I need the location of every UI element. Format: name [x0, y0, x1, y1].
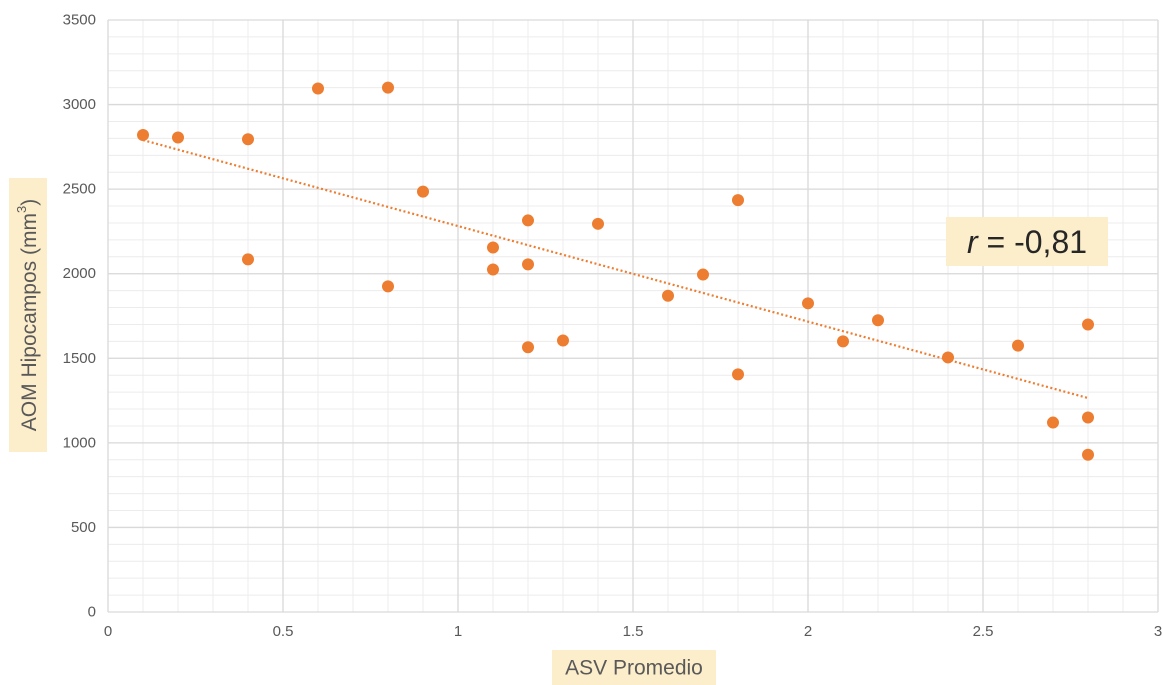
- x-tick-label: 1.5: [623, 623, 644, 640]
- y-tick-label: 1500: [63, 350, 96, 367]
- data-point: [1012, 339, 1024, 352]
- data-point: [382, 280, 394, 293]
- x-tick-label: 0: [104, 623, 112, 640]
- trendline-group: [142, 139, 1089, 400]
- x-axis-ticks: 0 0.5 1 1.5 2 2.5 3: [104, 623, 1162, 640]
- correlation-r-symbol: r: [967, 224, 979, 260]
- data-point: [592, 217, 604, 230]
- y-axis-title-background: [9, 178, 47, 452]
- data-point: [382, 81, 394, 94]
- y-axis-title-close: ): [18, 199, 41, 206]
- data-point: [1082, 411, 1094, 424]
- y-axis-title: AOM Hipocampos (mm3): [14, 199, 41, 431]
- data-point: [732, 194, 744, 207]
- y-axis-title-superscript: 3: [14, 206, 29, 213]
- data-point: [417, 185, 429, 198]
- data-point: [942, 351, 954, 364]
- grid-lines: [107, 19, 1159, 613]
- y-tick-label: 2500: [63, 181, 96, 198]
- y-tick-label: 500: [71, 519, 96, 536]
- correlation-annotation: r = -0,81: [946, 217, 1108, 266]
- y-axis-title-group: AOM Hipocampos (mm3): [9, 178, 47, 452]
- x-tick-label: 3: [1154, 623, 1162, 640]
- data-point: [1047, 416, 1059, 429]
- data-point: [522, 214, 534, 227]
- data-point: [872, 314, 884, 327]
- x-tick-label: 2.5: [973, 623, 994, 640]
- y-axis-title-main: AOM Hipocampos (mm: [18, 213, 41, 431]
- y-tick-label: 0: [88, 604, 96, 621]
- x-axis-title-group: ASV Promedio: [552, 650, 716, 685]
- data-point: [1082, 318, 1094, 331]
- data-point: [732, 368, 744, 381]
- data-point: [1082, 448, 1094, 461]
- y-tick-label: 3500: [63, 12, 96, 29]
- x-tick-label: 2: [804, 623, 812, 640]
- data-point: [697, 268, 709, 281]
- data-point: [487, 241, 499, 254]
- y-tick-label: 2000: [63, 265, 96, 282]
- data-point: [312, 82, 324, 95]
- data-point: [522, 258, 534, 271]
- y-tick-label: 3000: [63, 96, 96, 113]
- data-point: [242, 133, 254, 146]
- data-point: [242, 253, 254, 266]
- x-axis-title-background: [552, 650, 716, 685]
- y-axis-ticks: 0 500 1000 1500 2000 2500 3000 3500: [63, 12, 96, 621]
- y-tick-label: 1000: [63, 434, 96, 451]
- correlation-annotation-text: r = -0,81: [967, 224, 1087, 260]
- data-point: [837, 335, 849, 348]
- x-tick-label: 1: [454, 623, 462, 640]
- x-tick-label: 0.5: [273, 623, 294, 640]
- data-points: [137, 81, 1094, 461]
- data-point: [487, 263, 499, 276]
- data-point: [137, 129, 149, 142]
- data-point: [802, 297, 814, 310]
- trendline: [142, 139, 1089, 400]
- correlation-r-value: = -0,81: [978, 224, 1087, 260]
- data-point: [522, 341, 534, 354]
- correlation-annotation-background: [946, 217, 1108, 266]
- data-point: [662, 289, 674, 302]
- data-point: [557, 334, 569, 347]
- data-point: [172, 131, 184, 144]
- x-axis-title: ASV Promedio: [565, 657, 703, 680]
